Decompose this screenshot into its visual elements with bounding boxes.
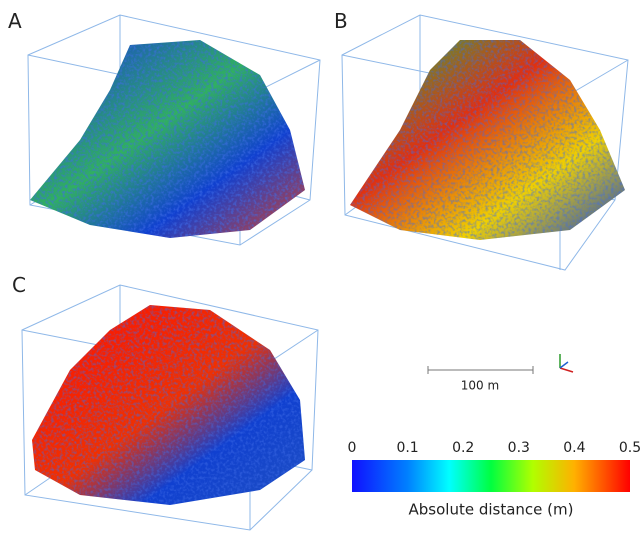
figure: A B C 100 m Absolute distance (m) 0 0.1 0.… bbox=[0, 0, 642, 537]
scale-bar-label: 100 m bbox=[461, 379, 499, 393]
panel-label: A bbox=[8, 9, 22, 33]
colorbar-label: Absolute distance (m) bbox=[409, 501, 574, 519]
panel-label: C bbox=[12, 273, 26, 297]
colorbar-gradient bbox=[352, 460, 630, 492]
panel-a: A bbox=[8, 9, 320, 245]
colorbar: Absolute distance (m) 0 0.1 0.2 0.3 0.4 0.5 bbox=[348, 440, 642, 519]
scale-bar: 100 m bbox=[428, 366, 533, 393]
panel-c: C bbox=[12, 273, 318, 530]
colorbar-tick-label: 0.2 bbox=[452, 440, 474, 456]
axes-icon bbox=[560, 354, 573, 372]
colorbar-tick-label: 0 bbox=[348, 440, 357, 456]
colorbar-tick-label: 0.1 bbox=[396, 440, 418, 456]
colorbar-tick-label: 0.4 bbox=[563, 440, 585, 456]
panel-label: B bbox=[334, 9, 348, 33]
colorbar-tick-label: 0.3 bbox=[508, 440, 530, 456]
colorbar-tick-label: 0.5 bbox=[619, 440, 641, 456]
panel-b: B bbox=[334, 9, 628, 270]
